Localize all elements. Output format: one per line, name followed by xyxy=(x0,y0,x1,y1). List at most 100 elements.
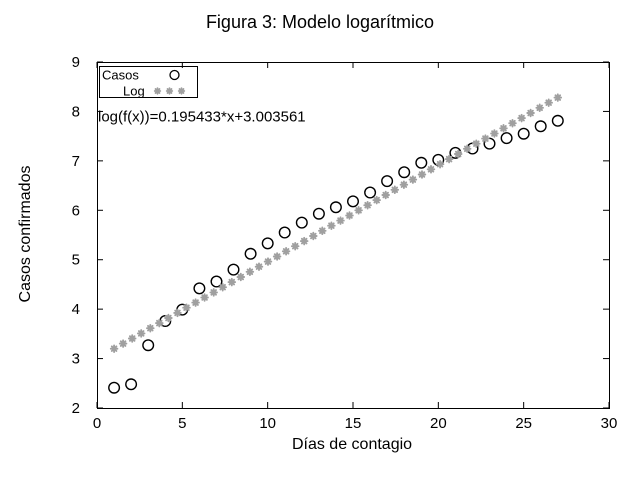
data-point-log xyxy=(318,226,327,236)
data-point-casos xyxy=(398,166,411,179)
x-tick-label: 10 xyxy=(259,415,276,432)
data-point-log xyxy=(553,93,563,102)
data-point-casos xyxy=(329,201,342,214)
data-point-log xyxy=(453,149,463,159)
data-point-log xyxy=(444,154,454,164)
data-point-log xyxy=(182,303,191,312)
legend-label-log: Log xyxy=(123,83,145,99)
data-point-log xyxy=(200,293,209,302)
x-tick-label: 15 xyxy=(345,415,362,432)
data-point-log xyxy=(173,308,182,318)
legend-entry-casos: Casos xyxy=(100,67,197,83)
data-point-log xyxy=(399,180,409,189)
data-point-casos xyxy=(261,237,274,250)
data-point-log xyxy=(472,139,481,148)
data-point-casos xyxy=(227,263,240,276)
open-circle-icon xyxy=(169,69,180,81)
x-tick-label: 25 xyxy=(515,415,532,432)
data-point-log xyxy=(381,190,390,200)
data-point-log xyxy=(281,247,291,256)
y-tick-label: 2 xyxy=(72,400,80,417)
data-point-log xyxy=(390,185,400,195)
y-tick-label: 6 xyxy=(72,202,80,219)
data-point-casos xyxy=(125,378,138,391)
data-point-log xyxy=(209,288,218,297)
data-point-casos xyxy=(449,146,462,159)
data-point-log xyxy=(127,334,137,343)
data-point-casos xyxy=(312,207,325,220)
x-tick-label: 0 xyxy=(93,415,101,432)
data-point-log xyxy=(372,195,381,205)
data-point-log xyxy=(345,211,354,220)
y-tick-label: 9 xyxy=(72,54,80,71)
data-point-log xyxy=(435,159,445,169)
y-tick-label: 4 xyxy=(72,301,80,318)
data-point-log xyxy=(272,252,282,261)
data-point-log xyxy=(327,221,336,230)
data-point-log xyxy=(109,344,119,353)
legend: Casos Log xyxy=(99,66,198,98)
data-point-casos xyxy=(381,175,394,188)
x-axis-title: Días de contagio xyxy=(291,436,413,453)
data-point-casos xyxy=(278,226,291,239)
data-point-log xyxy=(136,329,146,338)
x-tick-label: 30 xyxy=(601,415,618,432)
data-point-casos xyxy=(415,156,428,169)
data-point-log xyxy=(490,129,499,138)
data-point-casos xyxy=(364,186,377,199)
data-point-log xyxy=(191,298,200,307)
data-point-log xyxy=(218,282,227,292)
y-tick-label: 5 xyxy=(72,252,80,269)
data-point-casos xyxy=(295,216,308,229)
data-point-log xyxy=(535,103,544,113)
data-point-log xyxy=(155,318,164,328)
data-point-log xyxy=(508,118,517,128)
data-point-casos xyxy=(142,339,155,352)
fit-equation-label: log(f(x))=0.195433*x+3.003561 xyxy=(98,108,306,126)
legend-entry-log: Log xyxy=(100,83,197,99)
data-point-log xyxy=(146,323,155,333)
data-point-casos xyxy=(534,120,547,133)
data-point-casos xyxy=(347,195,360,208)
legend-label-casos: Casos xyxy=(102,67,139,83)
data-point-log xyxy=(363,200,372,210)
data-point-casos xyxy=(517,127,530,140)
data-point-casos xyxy=(108,381,121,394)
data-point-log xyxy=(526,108,535,118)
y-axis-title: Casos confirmados xyxy=(17,165,34,303)
data-point-casos xyxy=(210,275,223,288)
data-point-log xyxy=(263,257,273,266)
data-point-log xyxy=(462,144,472,154)
data-point-log xyxy=(417,170,427,179)
data-point-casos xyxy=(500,132,513,145)
data-point-log xyxy=(164,313,173,323)
data-point-casos xyxy=(551,114,564,127)
data-point-log xyxy=(290,241,300,251)
data-point-log xyxy=(118,339,128,348)
x-tick-label: 5 xyxy=(178,415,186,432)
data-point-log xyxy=(336,216,345,225)
data-point-log xyxy=(426,165,436,174)
data-point-log xyxy=(299,236,309,246)
data-point-log xyxy=(254,262,264,271)
data-point-log xyxy=(499,124,508,133)
data-point-log xyxy=(481,134,490,143)
data-point-casos xyxy=(193,282,206,295)
data-point-log xyxy=(354,206,363,215)
y-tick-label: 8 xyxy=(72,103,80,120)
data-point-log xyxy=(408,175,418,184)
data-point-casos xyxy=(244,247,257,260)
data-point-log xyxy=(309,231,318,241)
chart-title: Figura 3: Modelo logarítmico xyxy=(205,12,435,32)
y-tick-label: 3 xyxy=(72,351,80,368)
y-tick-label: 7 xyxy=(72,153,80,170)
data-point-log xyxy=(544,98,553,107)
asterisk-icon xyxy=(153,87,186,95)
data-point-log xyxy=(245,267,255,277)
data-point-log xyxy=(517,113,526,123)
data-point-log xyxy=(227,277,237,287)
x-tick-label: 20 xyxy=(430,415,447,432)
data-point-log xyxy=(236,272,246,282)
